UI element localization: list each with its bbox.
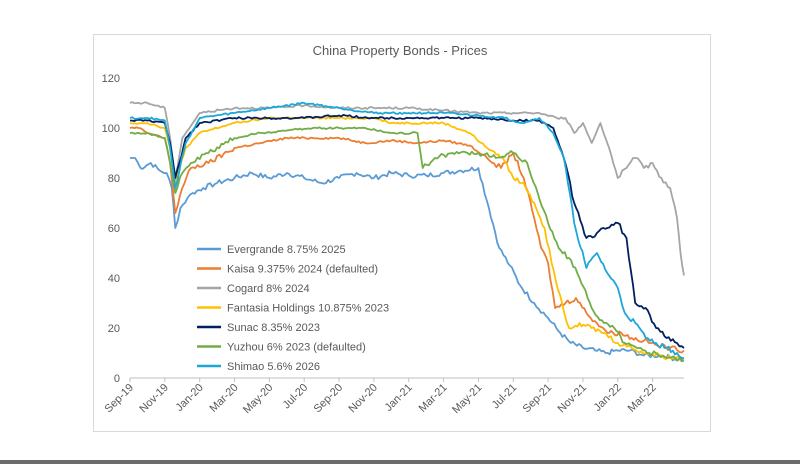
legend-label: Evergrande 8.75% 2025 [227, 244, 346, 256]
series-line [129, 126, 685, 362]
series-line [129, 101, 685, 359]
x-tick-label: Nov-20 [346, 382, 380, 416]
x-tick-label: Mar-21 [417, 382, 450, 415]
x-tick-label: Sep-21 [521, 382, 555, 416]
series-line [130, 157, 685, 363]
y-tick-label: 60 [108, 223, 120, 235]
x-tick-label: May-20 [241, 382, 275, 416]
x-tick-label: Mar-20 [208, 382, 241, 415]
legend: Evergrande 8.75% 2025 Kaisa 9.375% 2024 (… [197, 244, 389, 373]
x-tick-label: Jan-21 [383, 382, 415, 414]
y-tick-label: 80 [108, 173, 120, 185]
x-tick-label: Sep-19 [103, 382, 137, 416]
x-tick-label: May-21 [450, 382, 484, 416]
x-tick-label: Jan-22 [592, 382, 624, 414]
series-line [129, 126, 685, 354]
bottom-border [0, 460, 800, 464]
x-tick-label: Mar-22 [626, 382, 659, 415]
legend-label: Shimao 5.6% 2026 [227, 361, 320, 373]
x-tick-label: Jan-20 [174, 382, 206, 414]
series-line [129, 116, 685, 361]
series-line [129, 114, 685, 349]
chart-frame [93, 34, 711, 432]
x-tick-label: Jul-20 [281, 382, 311, 412]
x-tick-label: Nov-19 [137, 382, 171, 416]
y-tick-label: 0 [114, 373, 120, 385]
legend-label: Sunac 8.35% 2023 [227, 322, 320, 334]
y-tick-label: 100 [102, 123, 120, 135]
x-tick-label: Sep-20 [312, 382, 346, 416]
legend-label: Kaisa 9.375% 2024 (defaulted) [227, 264, 378, 276]
series-lines [129, 101, 685, 363]
x-tick-label: Jul-21 [490, 382, 520, 412]
y-tick-label: 120 [102, 73, 120, 85]
legend-label: Yuzhou 6% 2023 (defaulted) [227, 342, 366, 354]
chart-title: China Property Bonds - Prices [313, 43, 488, 58]
x-tick-label: Nov-21 [556, 382, 590, 416]
legend-label: Fantasia Holdings 10.875% 2023 [227, 303, 389, 315]
y-tick-label: 20 [108, 323, 120, 335]
y-tick-label: 40 [108, 273, 120, 285]
x-axis: Sep-19 Nov-19 Jan-20 Mar-20 May-20 Jul-20 Sep-… [103, 377, 684, 416]
series-line [129, 101, 685, 276]
y-axis: 0 20 40 60 80 100 120 [102, 73, 120, 385]
legend-label: Cogard 8% 2024 [227, 283, 310, 295]
